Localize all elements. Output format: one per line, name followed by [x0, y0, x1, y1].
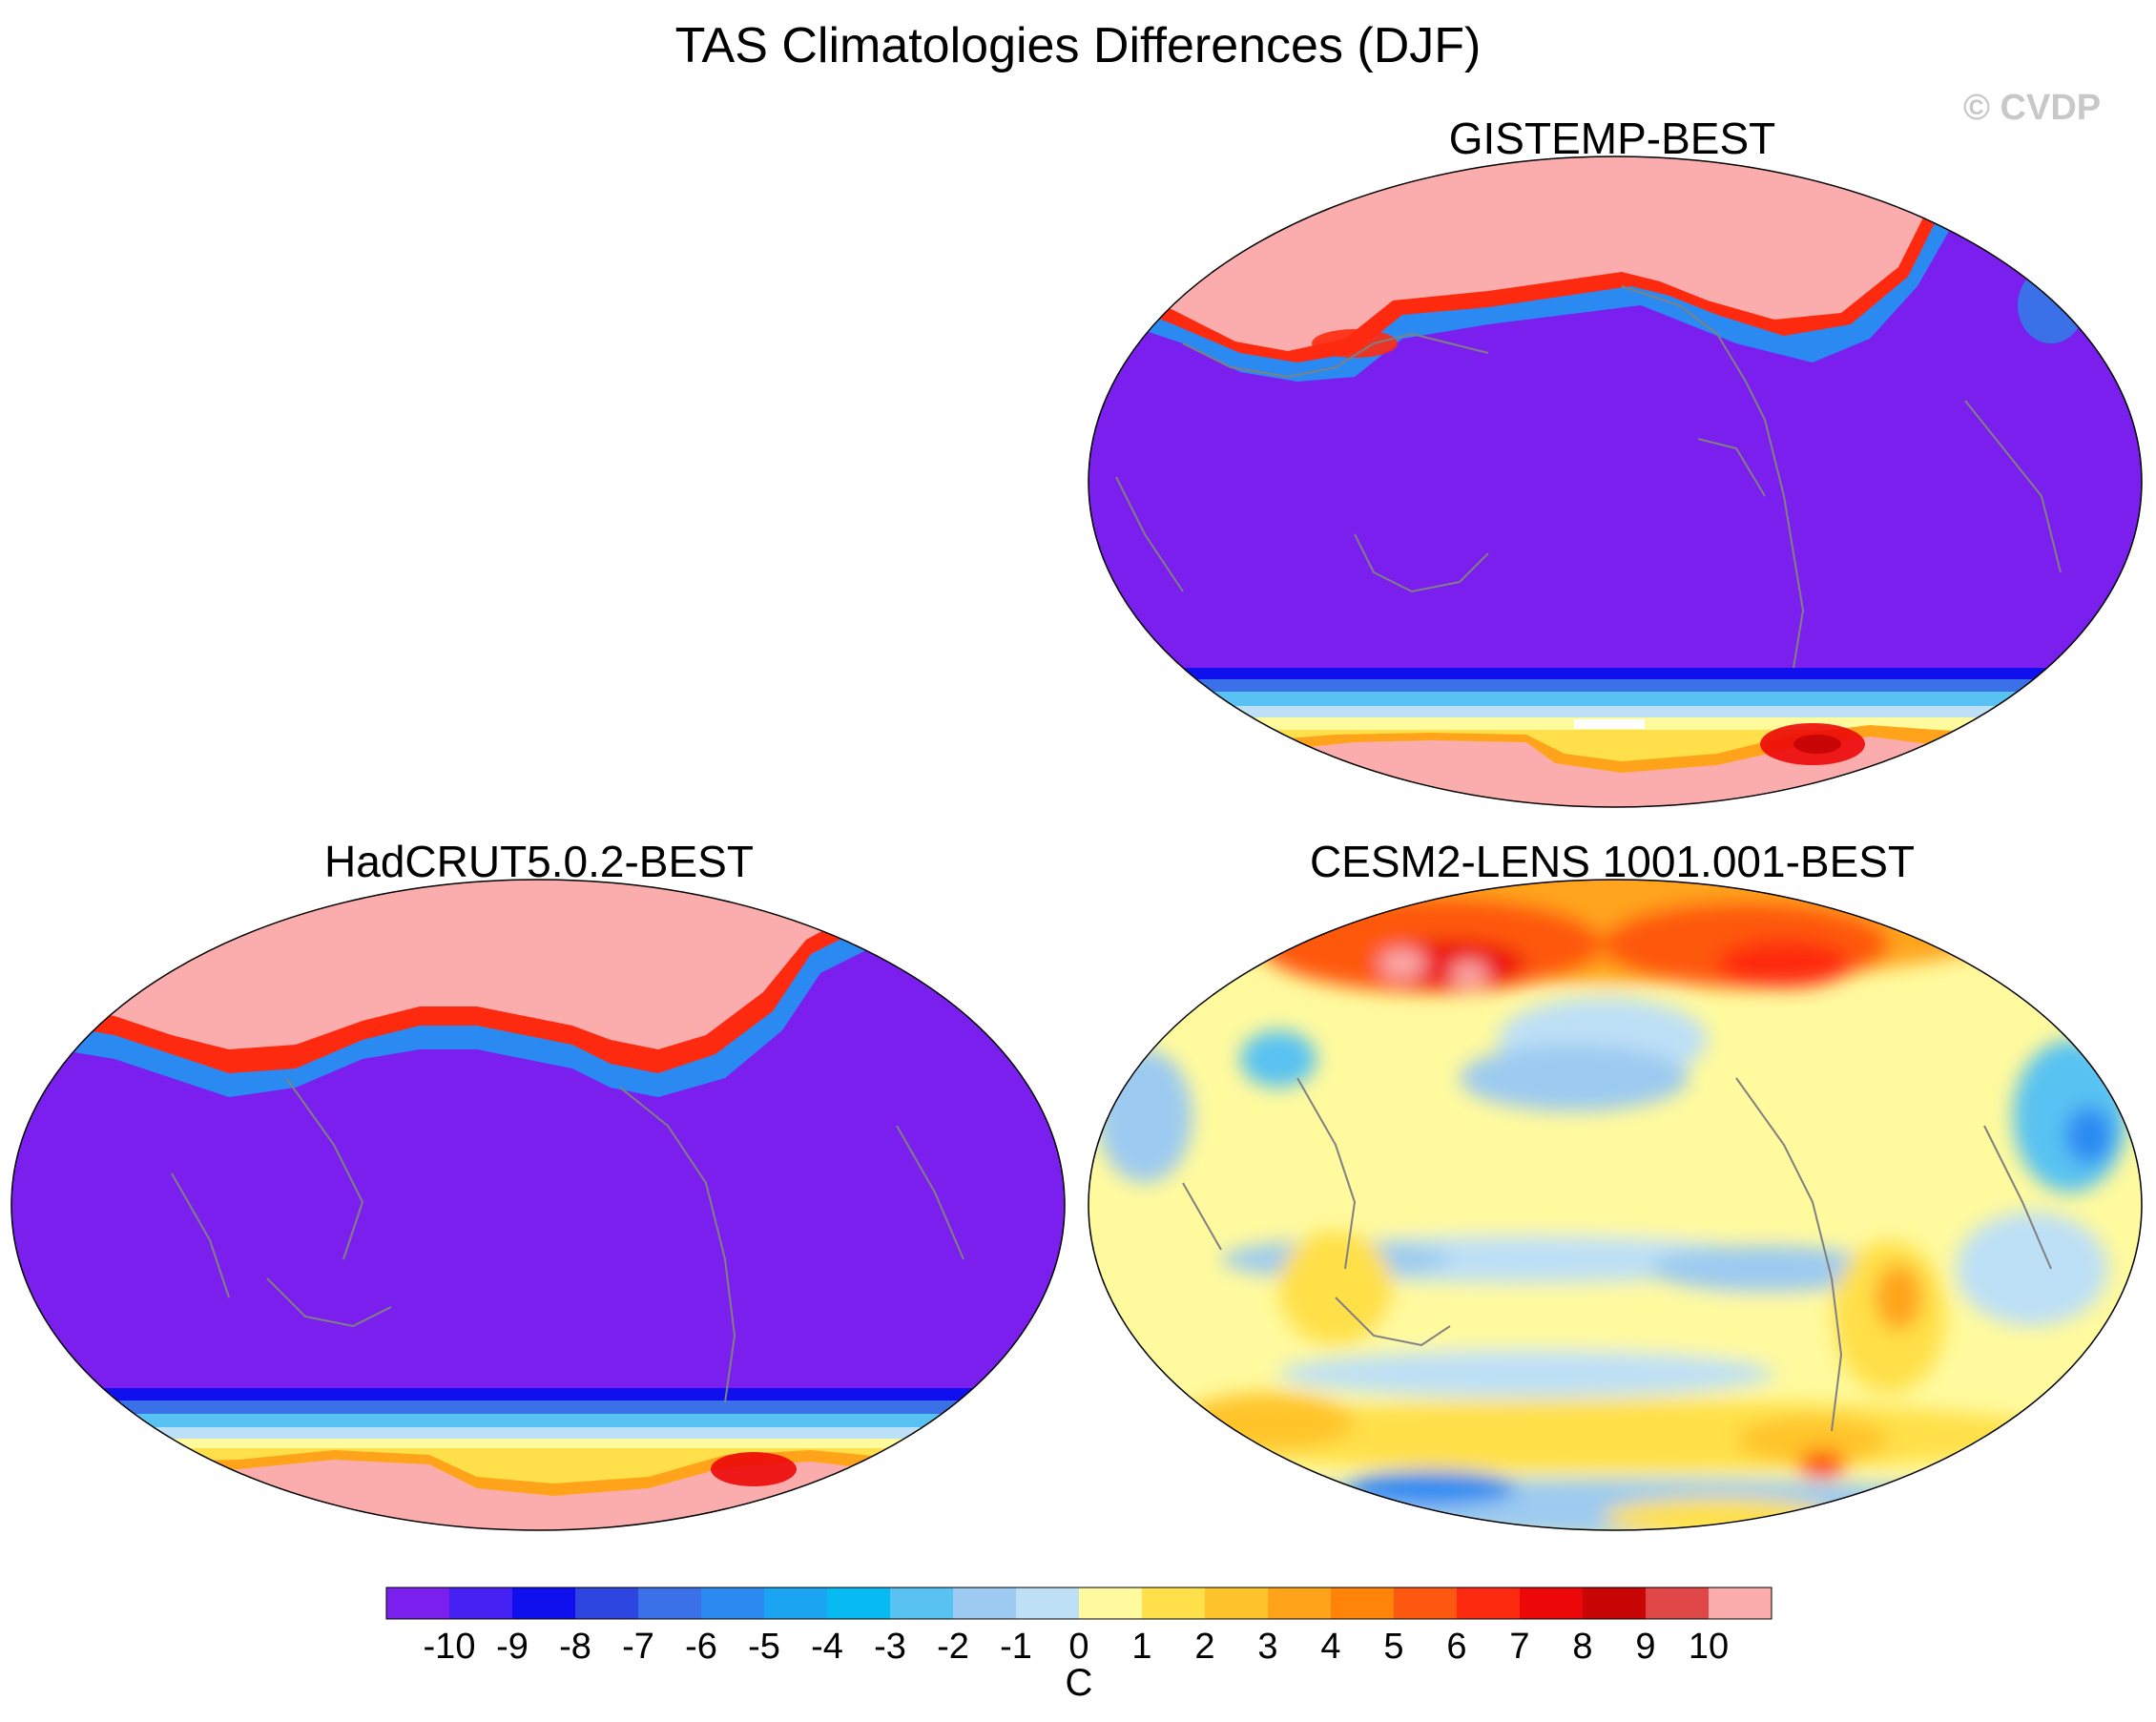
- colorbar-tick-label: 1: [1131, 1627, 1151, 1667]
- colorbar-swatch: [953, 1587, 1017, 1619]
- colorbar-swatch: [701, 1587, 765, 1619]
- cvdp-watermark: © CVDP: [1963, 88, 2102, 128]
- map-cesm2: [1088, 880, 2142, 1530]
- colorbar-swatch: [1646, 1587, 1710, 1619]
- colorbar-tick-label: 6: [1446, 1627, 1466, 1667]
- colorbar-tick-label: -9: [496, 1627, 529, 1667]
- colorbar-swatch: [764, 1587, 828, 1619]
- colorbar-swatch: [1457, 1587, 1521, 1619]
- colorbar-swatch: [1394, 1587, 1458, 1619]
- colorbar-swatch: [638, 1587, 702, 1619]
- colorbar-swatch: [1205, 1587, 1269, 1619]
- colorbar-outline: [385, 1587, 1772, 1620]
- colorbar-swatch: [1142, 1587, 1206, 1619]
- map-border-cesm2: [1088, 879, 2143, 1531]
- colorbar-tick-label: 8: [1572, 1627, 1592, 1667]
- colorbar-tick-label: 9: [1635, 1627, 1655, 1667]
- colorbar-tick-label: -3: [874, 1627, 906, 1667]
- map-border-hadcrut: [10, 879, 1066, 1531]
- colorbar-tick-label: 7: [1509, 1627, 1529, 1667]
- colorbar-swatch: [1079, 1587, 1143, 1619]
- colorbar-swatch: [827, 1587, 891, 1619]
- colorbar-tick-label: -5: [748, 1627, 780, 1667]
- colorbar-tick-label: 3: [1257, 1627, 1277, 1667]
- colorbar-tick-label: -10: [424, 1627, 476, 1667]
- colorbar-swatch: [1016, 1587, 1080, 1619]
- colorbar-swatch: [449, 1587, 513, 1619]
- colorbar-labels: -10 -9 -8 -7 -6 -5 -4 -3 -2 -1 0 1 2 3 4 5 6 7 8 9 10: [424, 1627, 1730, 1667]
- colorbar-units: C: [1066, 1662, 1093, 1704]
- colorbar-tick-label: 2: [1194, 1627, 1214, 1667]
- colorbar-tick-label: -2: [937, 1627, 969, 1667]
- colorbar: [385, 1587, 1772, 1620]
- colorbar-swatch: [386, 1587, 450, 1619]
- colorbar-swatch: [890, 1587, 954, 1619]
- colorbar-tick-label: -1: [1000, 1627, 1032, 1667]
- colorbar-tick-label: -4: [811, 1627, 843, 1667]
- panel-title-gistemp: GISTEMP-BEST: [1448, 114, 1776, 163]
- figure-title: TAS Climatologies Differences (DJF): [674, 18, 1482, 73]
- colorbar-swatch: [1331, 1587, 1395, 1619]
- colorbar-tick-label: 4: [1320, 1627, 1340, 1667]
- colorbar-swatch: [1268, 1587, 1332, 1619]
- colorbar-tick-label: 10: [1689, 1627, 1729, 1667]
- map-border-gistemp: [1088, 156, 2143, 808]
- colorbar-tick-label: -6: [685, 1627, 717, 1667]
- colorbar-swatch: [575, 1587, 639, 1619]
- colorbar-swatch: [1520, 1587, 1584, 1619]
- colorbar-tick-label: -8: [559, 1627, 591, 1667]
- colorbar-swatch: [1583, 1587, 1647, 1619]
- colorbar-tick-label: 0: [1068, 1627, 1088, 1667]
- colorbar-tick-label: -7: [622, 1627, 654, 1667]
- colorbar-swatch: [1709, 1587, 1772, 1619]
- panel-title-cesm2: CESM2-LENS 1001.001-BEST: [1309, 837, 1916, 886]
- panel-title-hadcrut: HadCRUT5.0.2-BEST: [324, 837, 754, 886]
- colorbar-swatch: [512, 1587, 576, 1619]
- colorbar-tick-label: 5: [1383, 1627, 1403, 1667]
